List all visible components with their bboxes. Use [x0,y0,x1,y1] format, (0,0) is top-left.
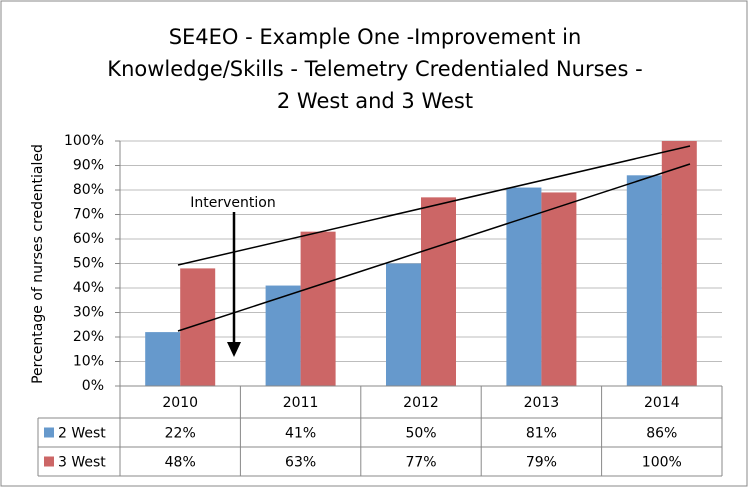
chart-title: SE4EO - Example One -Improvement in [169,25,582,49]
y-tick-label: 10% [73,354,104,370]
table-value: 22% [165,426,196,442]
x-tick-label: 2010 [162,395,198,411]
x-tick-label: 2012 [403,395,439,411]
y-tick-label: 50% [73,256,104,272]
trend-line [177,145,691,266]
table-value: 81% [526,426,557,442]
bar [541,192,577,386]
bar [421,197,456,386]
legend-swatch [44,456,54,467]
bar [626,175,662,386]
y-tick-label: 80% [73,182,104,198]
table-value: 77% [405,455,436,471]
legend-swatch [44,427,54,438]
annotation: Intervention [190,195,275,211]
table-value: 50% [405,426,436,442]
table-value: 86% [646,426,677,442]
y-tick-label: 40% [73,280,104,296]
bar [300,231,336,386]
table-value: 63% [285,455,316,471]
x-tick-label: 2013 [524,395,560,411]
chart-title: 2 West and 3 West [277,89,473,113]
data-table: 2010 22% 48% 2011 41% 63% 2012 50% 77% 2013 81% 79%… [37,385,723,477]
y-tick-label: 100% [64,133,104,149]
legend-label: 2 West [58,426,106,442]
trend-line [177,163,691,332]
bar [506,187,542,386]
table-value: 100% [642,455,682,471]
bar [661,141,697,386]
table-value: 48% [165,455,196,471]
bar [145,332,181,386]
x-tick-label: 2011 [283,395,319,411]
bar [180,268,216,386]
y-tick-label: 0% [82,378,104,394]
y-tick-label: 70% [73,207,104,223]
chart-title: Knowledge/Skills - Telemetry Credentiale… [107,57,642,81]
bars [145,141,697,386]
x-tick-label: 2014 [644,395,680,411]
y-tick-label: 20% [73,329,104,345]
table-value: 79% [526,455,557,471]
y-axis-label: Percentage of nurses credentialed [30,144,46,384]
y-tick-label: 90% [73,158,104,174]
legend-label: 3 West [58,455,106,471]
arrow-head [227,342,241,357]
table-value: 41% [285,426,316,442]
y-tick-label: 60% [73,231,104,247]
bar [386,263,421,386]
y-tick-label: 30% [73,305,104,321]
bar [265,285,301,386]
